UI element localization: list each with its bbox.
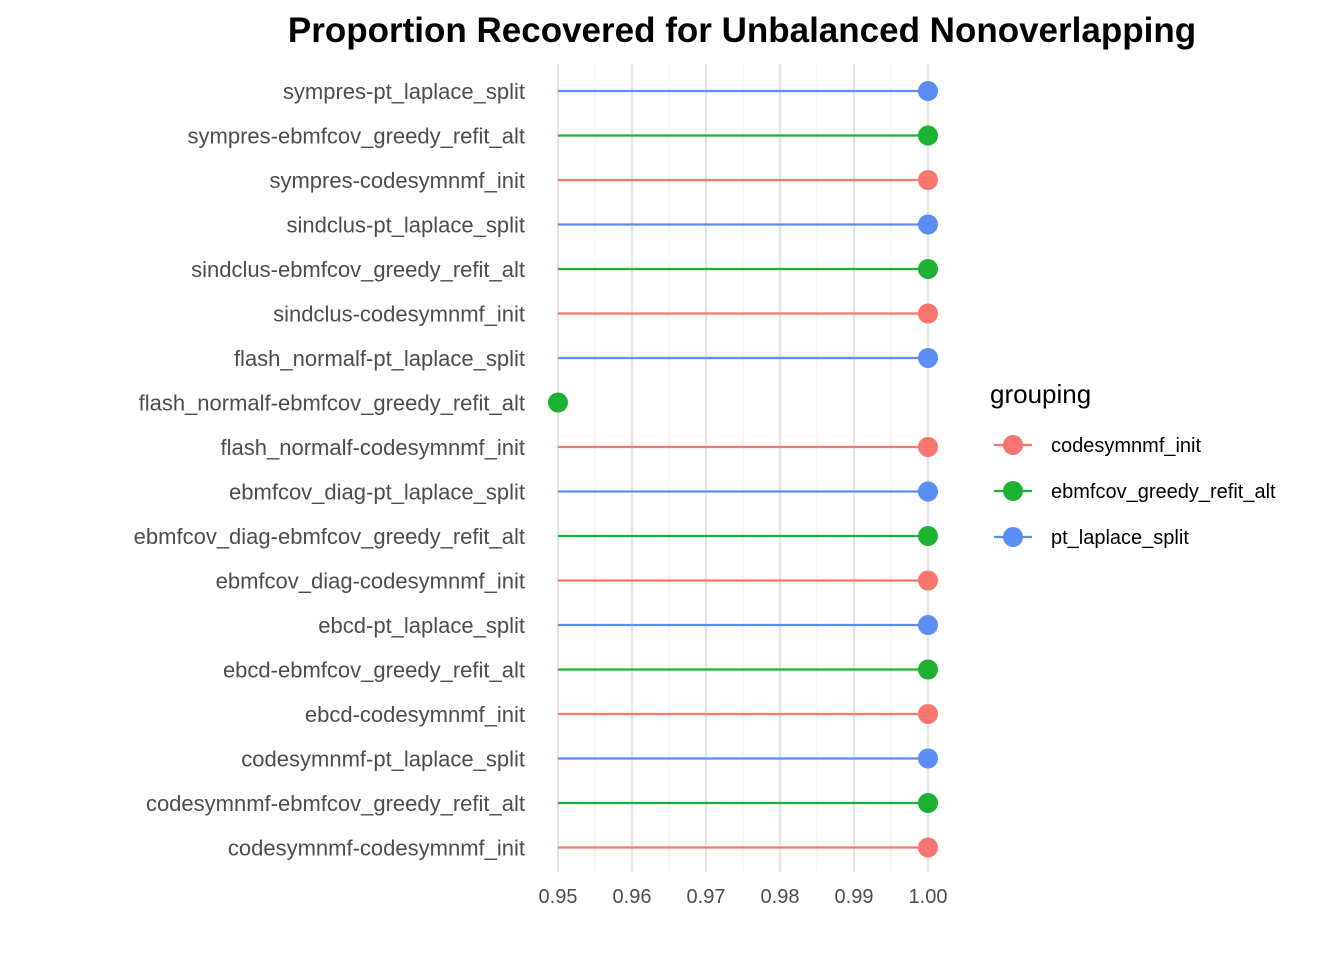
lollipop-point: [918, 81, 938, 101]
chart-title: Proportion Recovered for Unbalanced Nono…: [288, 11, 1196, 50]
legend-label: ebmfcov_greedy_refit_alt: [1051, 481, 1276, 503]
lollipop-point: [918, 837, 938, 858]
y-tick-label: sympres-codesymnmf_init: [269, 168, 525, 193]
y-tick-label: sympres-ebmfcov_greedy_refit_alt: [188, 124, 525, 149]
lollipop-point: [918, 570, 938, 591]
legend-key-point: [1003, 481, 1023, 501]
lollipop-point: [918, 793, 938, 813]
lollipop-point: [918, 259, 938, 279]
y-tick-label: sympres-pt_laplace_split: [283, 79, 525, 104]
lollipop-point: [548, 392, 568, 413]
y-tick-label: sindclus-pt_laplace_split: [287, 213, 525, 238]
legend-label: pt_laplace_split: [1051, 527, 1189, 549]
lollipop-point: [918, 348, 938, 368]
legend-title: grouping: [990, 379, 1091, 409]
lollipop-point: [918, 170, 938, 190]
y-tick-label: ebmfcov_diag-pt_laplace_split: [229, 480, 525, 505]
lollipop-point: [918, 615, 938, 635]
y-tick-label: flash_normalf-codesymnmf_init: [221, 435, 525, 460]
y-tick-label: ebcd-ebmfcov_greedy_refit_alt: [223, 658, 525, 683]
legend: grouping codesymnmf_init ebmfcov_greedy_r…: [990, 379, 1276, 549]
y-tick-label: flash_normalf-ebmfcov_greedy_refit_alt: [139, 391, 525, 416]
x-tick-label: 0.95: [539, 886, 578, 908]
y-tick-label: ebcd-codesymnmf_init: [305, 702, 525, 727]
lollipop-point: [918, 748, 938, 769]
legend-label: codesymnmf_init: [1051, 435, 1202, 457]
legend-key-point: [1003, 527, 1023, 547]
lollipop-point: [918, 437, 938, 457]
x-tick-label: 0.96: [613, 886, 652, 908]
lollipop-point: [918, 303, 938, 324]
lollipop-point: [918, 125, 938, 146]
lollipop-point: [918, 704, 938, 724]
gridlines: [556, 64, 930, 872]
chart-marks: [548, 81, 938, 858]
y-tick-label: ebcd-pt_laplace_split: [318, 613, 525, 638]
y-tick-label: codesymnmf-pt_laplace_split: [241, 747, 525, 772]
x-tick-label: 0.97: [687, 886, 726, 908]
y-tick-label: codesymnmf-codesymnmf_init: [228, 836, 525, 861]
x-tick-label: 1.00: [909, 886, 948, 908]
legend-key-point: [1003, 435, 1023, 455]
y-axis-labels: sympres-pt_laplace_split sympres-ebmfcov_…: [134, 79, 525, 861]
lollipop-point: [918, 214, 938, 235]
y-tick-label: sindclus-ebmfcov_greedy_refit_alt: [191, 257, 525, 282]
x-tick-label: 0.98: [761, 886, 800, 908]
x-tick-label: 0.99: [835, 886, 874, 908]
y-tick-label: flash_normalf-pt_laplace_split: [234, 346, 525, 371]
y-tick-label: sindclus-codesymnmf_init: [273, 302, 525, 327]
lollipop-point: [918, 526, 938, 546]
lollipop-point: [918, 659, 938, 680]
lollipop-point: [918, 481, 938, 502]
x-axis-ticks: 0.95 0.96 0.97 0.98 0.99 1.00: [539, 886, 948, 908]
y-tick-label: ebmfcov_diag-codesymnmf_init: [216, 569, 525, 594]
y-tick-label: codesymnmf-ebmfcov_greedy_refit_alt: [146, 791, 525, 816]
y-tick-label: ebmfcov_diag-ebmfcov_greedy_refit_alt: [134, 524, 525, 549]
